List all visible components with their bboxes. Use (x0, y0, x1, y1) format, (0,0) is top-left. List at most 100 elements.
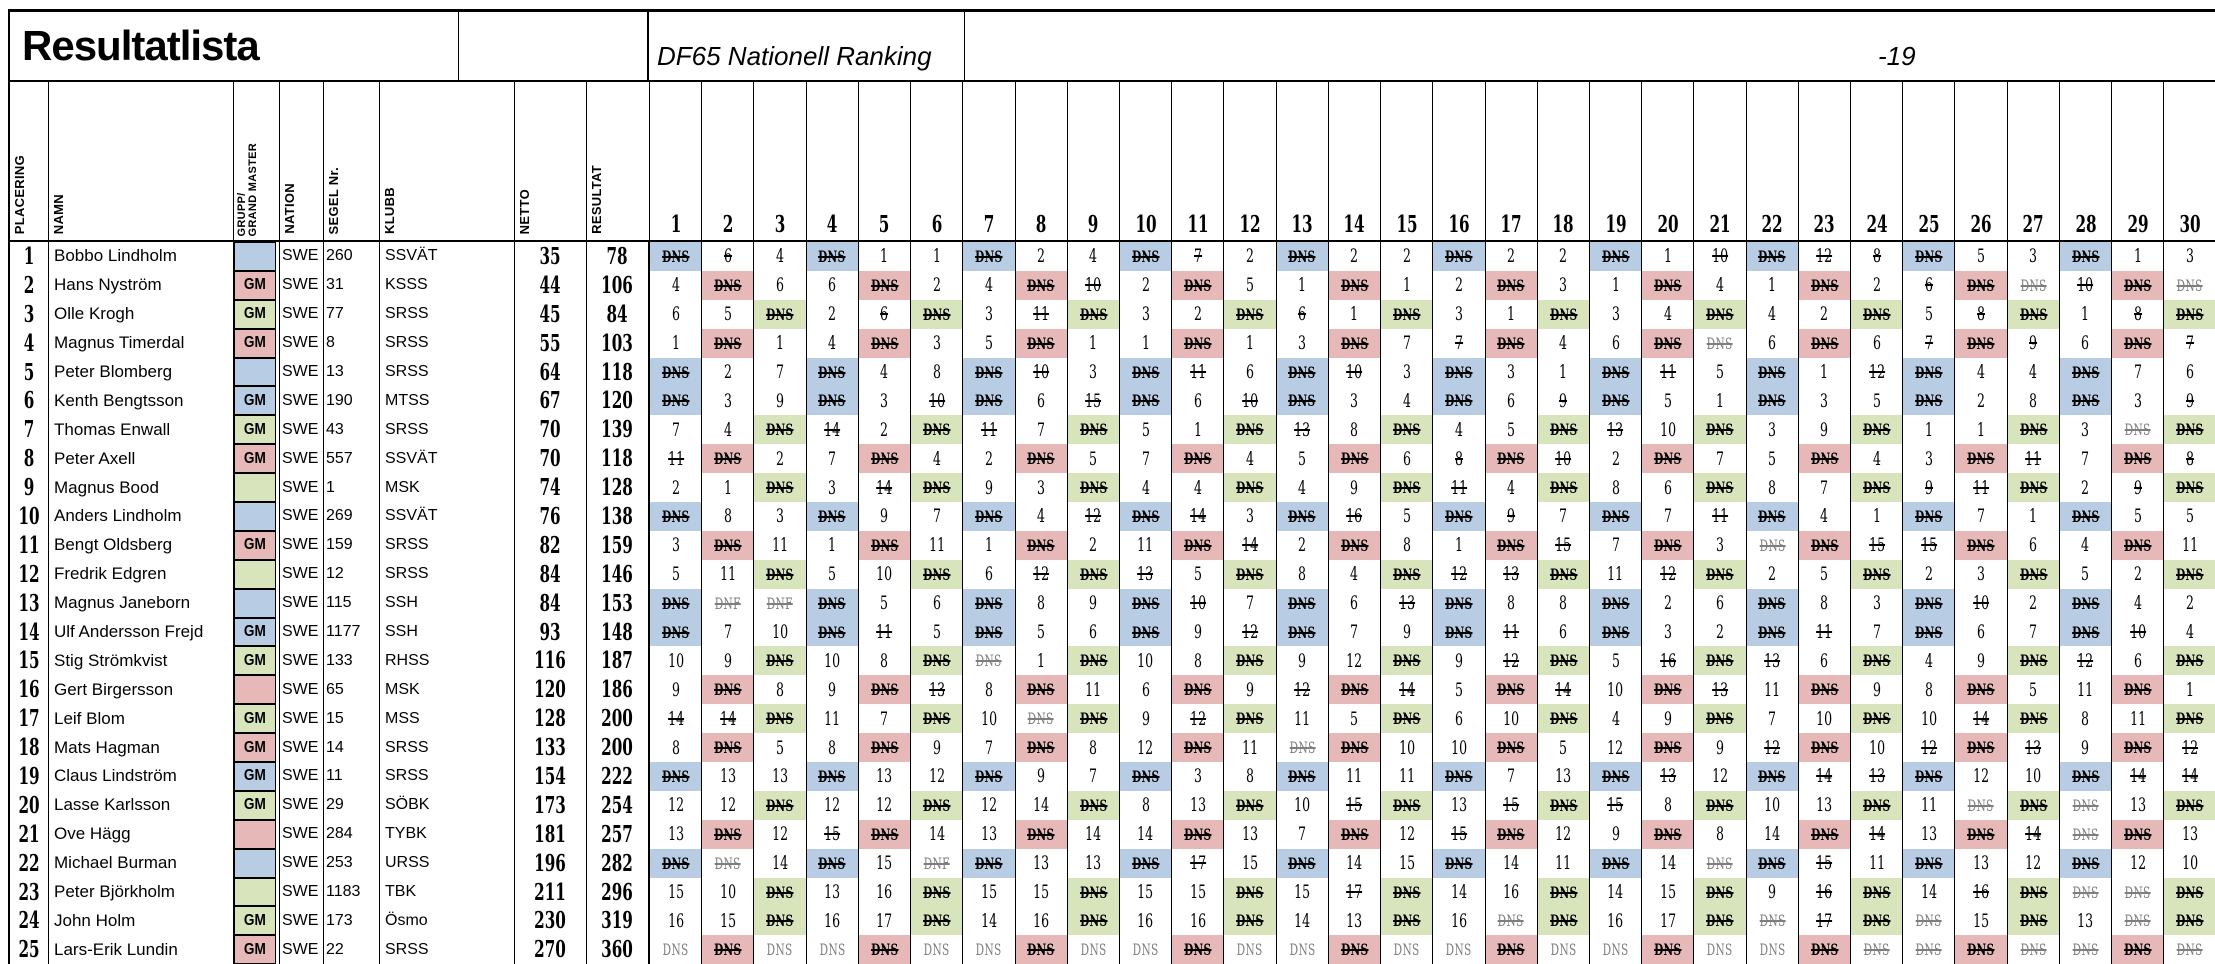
race-score: DNS (2124, 275, 2152, 295)
race-score: 11 (1816, 621, 1833, 644)
race-cell: DNS (702, 328, 755, 358)
race-score: DNS (2124, 449, 2152, 469)
race-score: 9 (1193, 621, 1202, 644)
race-score: 8 (1402, 534, 1411, 557)
cell-resultat: 128 (587, 473, 650, 503)
race-score: DNS (1079, 911, 1108, 931)
race-cell: 4 (702, 415, 755, 445)
race-score: DNS (975, 593, 1003, 613)
race-cell: 11 (1851, 848, 1904, 878)
cell-grupp: GM (234, 270, 280, 300)
race-score: DNF (767, 593, 794, 613)
race-cell: DNS (1224, 790, 1277, 820)
race-cell: 12 (1329, 646, 1382, 676)
race-cell: DNF (754, 588, 807, 618)
race-score: DNS (1602, 940, 1629, 960)
race-cell: 10 (2008, 762, 2060, 791)
race-cell: DNS (1642, 328, 1695, 358)
race-cell: 10 (1903, 704, 1956, 734)
cell-netto: 120 (515, 675, 587, 705)
race-score: DNS (1497, 535, 1525, 555)
cell-segel-nr: 159 (324, 530, 380, 560)
column-header-label-netto: NETTO (517, 188, 532, 234)
race-cell: 9 (2008, 328, 2060, 358)
race-score: 16 (1607, 909, 1624, 932)
race-score: 2 (932, 274, 941, 297)
race-cell: DNS (1015, 935, 1068, 964)
race-score: DNS (1915, 853, 1943, 873)
namn-value: Ove Hägg (54, 824, 131, 844)
race-cell: 10 (911, 386, 964, 416)
race-cell: 11 (650, 444, 703, 474)
race-cell: DNS (963, 762, 1016, 791)
race-cell: 5 (1747, 444, 1799, 474)
race-cell: 7 (1538, 502, 1590, 531)
segel-nr-value: 1183 (326, 883, 361, 901)
race-score: 10 (1033, 361, 1050, 383)
race-cell: DNS (1537, 559, 1590, 589)
race-cell: 16 (1329, 502, 1382, 531)
race-cell: DNS (963, 502, 1016, 531)
race-score: DNS (1915, 940, 1942, 960)
table-row: 20 Lasse Karlsson GM SWE 29 SÖBK 173 254 12 12 DNS… (10, 790, 2215, 820)
race-score: 1 (1298, 274, 1307, 297)
race-cell: 7 (1694, 444, 1747, 474)
race-cell: 4 (2008, 357, 2060, 387)
group-color-box (234, 357, 276, 387)
cell-klubb: SSH (380, 617, 515, 647)
race-score: 5 (1454, 678, 1463, 701)
race-score: 9 (1977, 649, 1986, 672)
race-score: 4 (1559, 332, 1568, 355)
race-cell: DNS (754, 299, 807, 329)
race-cell: 7 (1590, 530, 1643, 560)
race-score: 4 (2081, 534, 2090, 557)
race-score: 7 (1924, 332, 1933, 355)
race-score: DNS (1862, 651, 1891, 671)
cell-nation: SWE (280, 270, 324, 300)
race-cell: DNS (1955, 675, 2008, 705)
race-cell: 7 (2112, 357, 2165, 387)
race-cell: 3 (702, 386, 755, 416)
race-score: 6 (671, 303, 680, 326)
race-cell: 3 (911, 328, 964, 358)
race-score: 13 (1764, 649, 1781, 672)
race-cell: DNS (2164, 935, 2215, 964)
cell-placering: 2 (10, 270, 49, 300)
race-score: 15 (1085, 389, 1102, 412)
race-score: DNS (1498, 911, 1525, 931)
race-cell: DNS (1381, 646, 1434, 676)
nation-value: SWE (282, 680, 319, 698)
race-cell: 11 (1329, 762, 1382, 791)
cell-nation: SWE (280, 328, 324, 358)
race-cell: 15 (1851, 530, 1904, 560)
race-cell: 9 (1172, 617, 1225, 647)
klubb-value: SRSS (385, 305, 429, 323)
placering-value: 24 (18, 907, 40, 935)
race-score: 2 (1350, 245, 1359, 268)
race-score: 13 (2025, 736, 2042, 759)
race-score: DNS (1759, 535, 1786, 555)
race-cell: DNS (650, 762, 703, 791)
cell-netto: 76 (515, 502, 587, 531)
race-score: DNS (1549, 420, 1578, 440)
race-cell: 13 (1851, 762, 1904, 791)
race-score: DNS (1237, 940, 1263, 960)
race-cell: DNS (1851, 646, 1904, 676)
race-cell: 13 (1277, 415, 1329, 445)
cell-namn: Peter Björkholm (49, 877, 234, 907)
race-score: 11 (1294, 707, 1311, 730)
race-score: DNS (1706, 882, 1734, 902)
cell-namn: Peter Axell (49, 444, 234, 474)
race-cell: 11 (1120, 530, 1173, 560)
table-row: 19 Claus Lindström GM SWE 11 SRSS 154 222 DNS 13 1… (10, 762, 2215, 791)
race-score: 9 (2081, 736, 2090, 759)
race-score: 10 (667, 649, 684, 672)
race-cell: DNS (2112, 877, 2165, 907)
cell-segel-nr: 260 (324, 242, 380, 271)
race-score: DNS (922, 651, 951, 671)
race-cell: 1 (1016, 646, 1068, 676)
race-score: 10 (1242, 389, 1258, 412)
race-cell: 9 (1381, 617, 1434, 647)
race-score: 13 (2129, 794, 2146, 817)
race-score: 17 (1346, 881, 1363, 904)
